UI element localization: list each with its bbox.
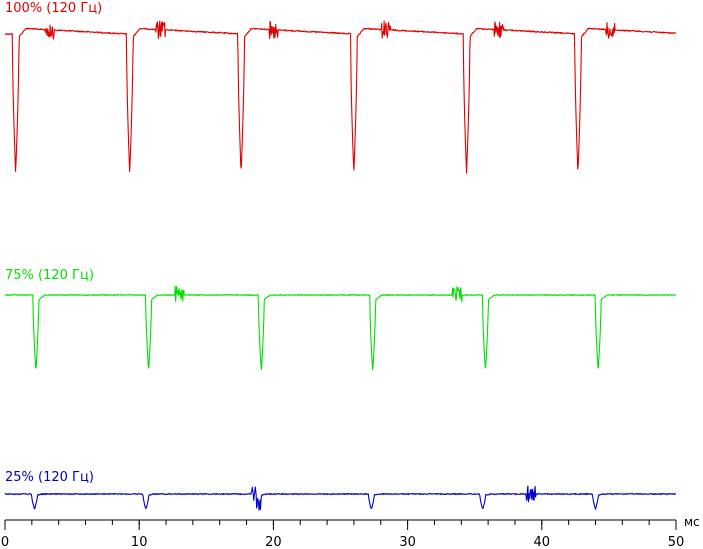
x-tick-label: 20: [265, 535, 282, 549]
x-tick-label: 50: [668, 535, 685, 549]
x-tick-label: 0: [1, 535, 9, 549]
series-line-0: [4, 20, 677, 174]
series-line-2: [4, 485, 677, 511]
trace-labels: 100% (120 Гц) 75% (120 Гц) 25% (120 Гц): [5, 1, 102, 485]
x-axis: 0 10 20 30 40 50 мс: [1, 515, 700, 549]
series-label-2: 25% (120 Гц): [5, 470, 94, 485]
series-line-1: [4, 285, 677, 371]
series-label-0: 100% (120 Гц): [5, 1, 102, 16]
x-unit-label: мс: [684, 515, 700, 529]
x-tick-label: 10: [131, 535, 148, 549]
x-tick-label: 40: [534, 535, 551, 549]
traces: [4, 20, 677, 511]
series-label-1: 75% (120 Гц): [5, 268, 94, 283]
x-tick-label: 30: [399, 535, 416, 549]
